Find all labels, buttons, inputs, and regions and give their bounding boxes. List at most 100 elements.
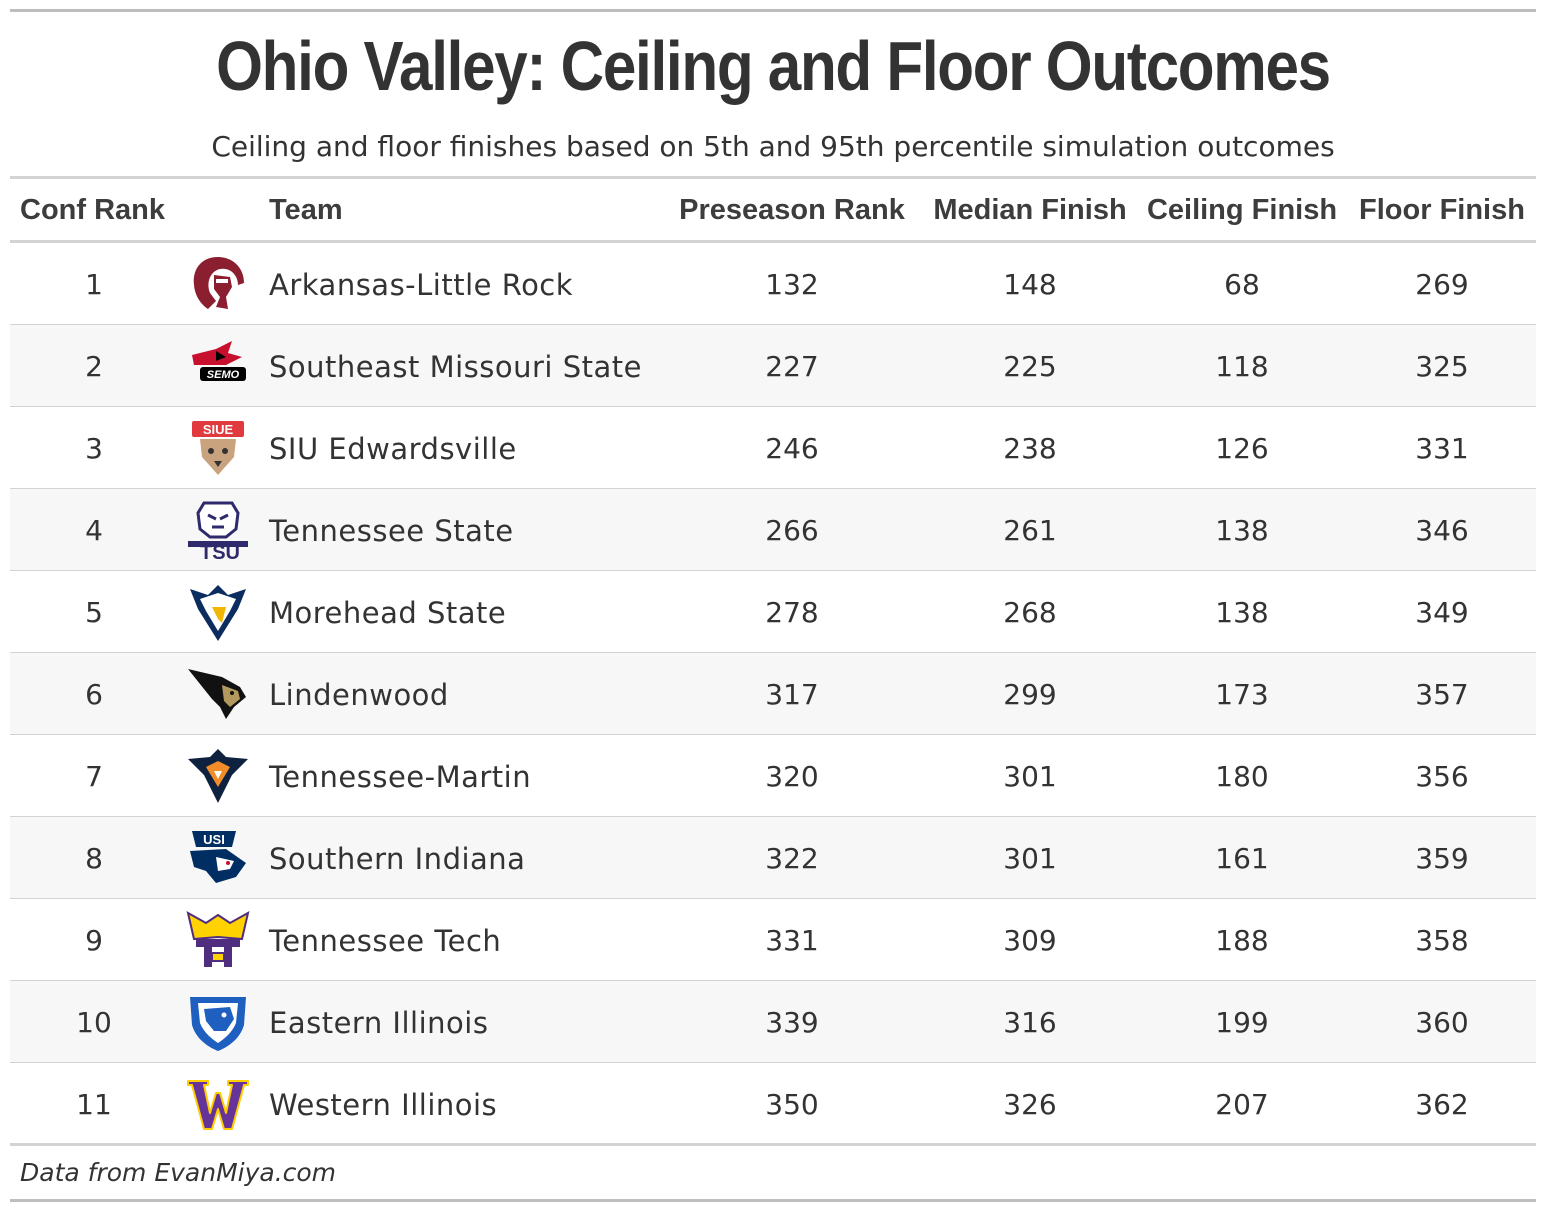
floor-finish-cell: 358 [1415,924,1469,957]
morehead-eagle-logo-icon [186,581,250,643]
ceiling-finish-cell: 188 [1215,924,1269,957]
floor-finish-cell: 362 [1415,1088,1469,1121]
conf-rank-cell: 1 [85,268,103,301]
svg-text:SEMO: SEMO [207,369,240,381]
header-top-rule [10,176,1536,179]
chart-title: Ohio Valley: Ceiling and Floor Outcomes [216,27,1331,105]
median-finish-cell: 309 [1003,924,1057,957]
chart-subtitle: Ceiling and floor finishes based on 5th … [211,130,1335,163]
floor-finish-cell: 357 [1415,678,1469,711]
column-header-ceiling-finish: Ceiling Finish [1146,194,1338,226]
eastern-illinois-panther-logo-icon [186,991,250,1053]
median-finish-cell: 238 [1003,432,1057,465]
usi-screaming-eagle-logo-icon: USI [186,827,250,889]
median-finish-cell: 299 [1003,678,1057,711]
ceiling-finish-cell: 173 [1215,678,1269,711]
median-finish-cell: 261 [1003,514,1057,547]
team-name-cell: Arkansas-Little Rock [269,268,574,302]
floor-finish-cell: 360 [1415,1006,1469,1039]
table-figure: Ohio Valley: Ceiling and Floor Outcomes … [10,0,1536,1212]
team-name-cell: Southeast Missouri State [269,350,642,384]
table-row: 8 Southern Indiana 322 301 161 359 USI [10,817,1536,899]
preseason-rank-cell: 322 [765,842,819,875]
tsu-tiger-logo-icon: TSU [186,499,250,564]
team-name-cell: Tennessee Tech [269,924,502,958]
svg-text:SIUE: SIUE [203,422,234,437]
western-illinois-w-logo-icon [186,1073,250,1135]
siue-cougar-logo-icon: SIUE [186,417,250,479]
team-name-cell: Morehead State [269,596,507,630]
table-row: 2 Southeast Missouri State 227 225 118 325 SEM… [10,325,1536,407]
median-finish-cell: 225 [1003,350,1057,383]
table-row: 11 Western Illinois 350 326 207 362 [10,1063,1536,1145]
conf-rank-cell: 4 [85,514,103,547]
lindenwood-lion-logo-icon [186,663,250,725]
team-name-cell: Tennessee State [269,514,514,548]
team-name-cell: Southern Indiana [269,842,526,876]
floor-finish-cell: 349 [1415,596,1469,629]
column-header-median-finish: Median Finish [933,194,1127,226]
semo-redhawk-logo-icon: SEMO [186,335,250,397]
header-bottom-rule [10,240,1536,243]
column-header-team: Team [269,194,343,226]
tennessee-tech-logo-icon [186,909,250,971]
preseason-rank-cell: 331 [765,924,819,957]
preseason-rank-cell: 132 [765,268,819,301]
column-header-floor-finish: Floor Finish [1359,194,1525,226]
ut-martin-skyhawk-logo-icon [186,745,250,807]
source-note: Data from EvanMiya.com [20,1158,337,1187]
median-finish-cell: 326 [1003,1088,1057,1121]
svg-text:TSU: TSU [200,542,240,561]
conf-rank-cell: 8 [85,842,103,875]
column-header-conf-rank: Conf Rank [20,194,165,226]
conf-rank-cell: 5 [85,596,103,629]
ceiling-finish-cell: 180 [1215,760,1269,793]
table-row: 7 Tennessee-Martin 320 301 180 356 [10,735,1536,817]
little-rock-trojan-logo-icon [186,253,250,315]
preseason-rank-cell: 350 [765,1088,819,1121]
team-name-cell: Tennessee-Martin [269,760,532,794]
table-row: 1 Arkansas-Little Rock 132 148 68 269 [10,243,1536,325]
svg-text:USI: USI [203,832,225,847]
conf-rank-cell: 9 [85,924,103,957]
team-name-cell: Western Illinois [269,1088,498,1122]
conf-rank-cell: 7 [85,760,103,793]
conf-rank-cell: 2 [85,350,103,383]
median-finish-cell: 301 [1003,760,1057,793]
preseason-rank-cell: 278 [765,596,819,629]
table-row: 5 Morehead State 278 268 138 349 [10,571,1536,653]
table-row: 10 Eastern Illinois 339 316 199 360 [10,981,1536,1063]
preseason-rank-cell: 266 [765,514,819,547]
conf-rank-cell: 3 [85,432,103,465]
ceiling-finish-cell: 199 [1215,1006,1269,1039]
median-finish-cell: 301 [1003,842,1057,875]
bottom-rule [10,1199,1536,1202]
median-finish-cell: 148 [1003,268,1057,301]
table-row: 4 Tennessee State 266 261 138 346 TSU [10,489,1536,571]
floor-finish-cell: 331 [1415,432,1469,465]
floor-finish-cell: 346 [1415,514,1469,547]
ceiling-finish-cell: 126 [1215,432,1269,465]
table-row: 6 Lindenwood 317 299 173 357 [10,653,1536,735]
table-row: 3 SIU Edwardsville 246 238 126 331 SIUE [10,407,1536,489]
median-finish-cell: 268 [1003,596,1057,629]
floor-finish-cell: 359 [1415,842,1469,875]
preseason-rank-cell: 227 [765,350,819,383]
median-finish-cell: 316 [1003,1006,1057,1039]
team-name-cell: Eastern Illinois [269,1006,489,1040]
ceiling-finish-cell: 161 [1215,842,1269,875]
preseason-rank-cell: 246 [765,432,819,465]
footer-rule [10,1143,1536,1146]
ceiling-finish-cell: 138 [1215,514,1269,547]
team-name-cell: SIU Edwardsville [269,432,517,466]
ceiling-finish-cell: 207 [1215,1088,1269,1121]
ceiling-finish-cell: 68 [1224,268,1260,301]
table-row: 9 Tennessee Tech 331 309 188 358 [10,899,1536,981]
preseason-rank-cell: 320 [765,760,819,793]
team-name-cell: Lindenwood [269,678,449,712]
floor-finish-cell: 269 [1415,268,1469,301]
top-rule [10,9,1536,12]
ceiling-finish-cell: 118 [1215,350,1269,383]
conf-rank-cell: 6 [85,678,103,711]
floor-finish-cell: 325 [1415,350,1469,383]
